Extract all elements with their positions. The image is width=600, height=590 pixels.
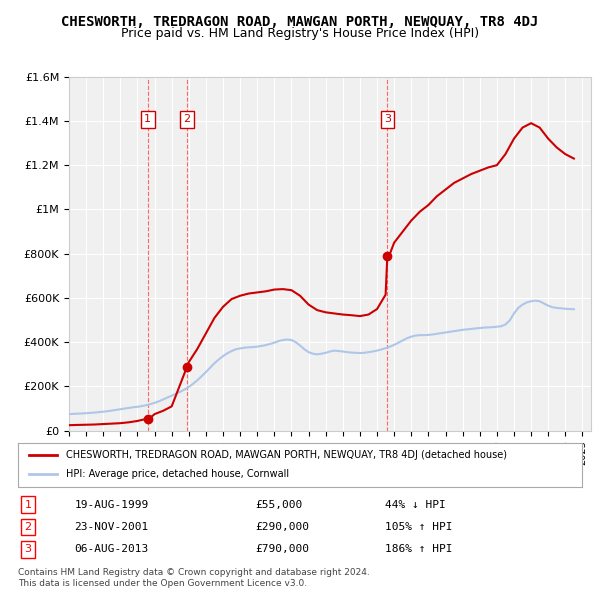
Text: 1: 1 xyxy=(25,500,32,510)
Text: 06-AUG-2013: 06-AUG-2013 xyxy=(74,545,149,555)
Text: 105% ↑ HPI: 105% ↑ HPI xyxy=(385,522,452,532)
Text: 186% ↑ HPI: 186% ↑ HPI xyxy=(385,545,452,555)
Text: 1: 1 xyxy=(144,114,151,124)
Text: 23-NOV-2001: 23-NOV-2001 xyxy=(74,522,149,532)
Text: £55,000: £55,000 xyxy=(255,500,302,510)
Text: 19-AUG-1999: 19-AUG-1999 xyxy=(74,500,149,510)
Text: This data is licensed under the Open Government Licence v3.0.: This data is licensed under the Open Gov… xyxy=(18,579,307,588)
Text: 3: 3 xyxy=(25,545,32,555)
Text: £290,000: £290,000 xyxy=(255,522,309,532)
Text: £790,000: £790,000 xyxy=(255,545,309,555)
Text: 2: 2 xyxy=(184,114,191,124)
Text: Contains HM Land Registry data © Crown copyright and database right 2024.: Contains HM Land Registry data © Crown c… xyxy=(18,568,370,576)
Text: Price paid vs. HM Land Registry's House Price Index (HPI): Price paid vs. HM Land Registry's House … xyxy=(121,27,479,40)
Text: 2: 2 xyxy=(25,522,32,532)
Text: 3: 3 xyxy=(384,114,391,124)
Text: 44% ↓ HPI: 44% ↓ HPI xyxy=(385,500,445,510)
Text: HPI: Average price, detached house, Cornwall: HPI: Average price, detached house, Corn… xyxy=(66,470,289,479)
Text: CHESWORTH, TREDRAGON ROAD, MAWGAN PORTH, NEWQUAY, TR8 4DJ: CHESWORTH, TREDRAGON ROAD, MAWGAN PORTH,… xyxy=(61,15,539,29)
Text: CHESWORTH, TREDRAGON ROAD, MAWGAN PORTH, NEWQUAY, TR8 4DJ (detached house): CHESWORTH, TREDRAGON ROAD, MAWGAN PORTH,… xyxy=(66,450,507,460)
